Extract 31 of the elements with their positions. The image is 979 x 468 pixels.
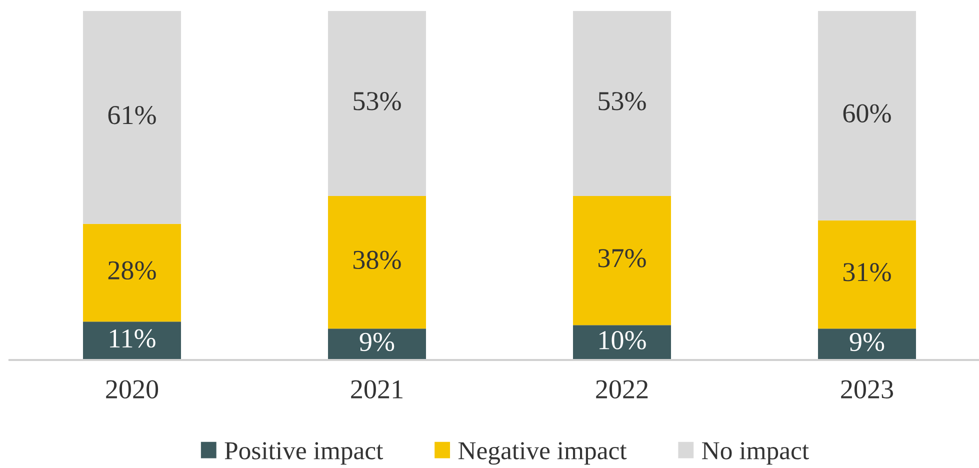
data-label: 60% [843,104,891,123]
bar [818,11,916,220]
legend-label: Positive impact [224,442,384,465]
bar [573,325,671,360]
data-label: 28% [108,261,156,280]
bar [83,322,181,360]
x-tick-label: 2021 [351,380,402,399]
x-tick-label: 2023 [841,380,894,399]
bar [83,11,181,224]
bar [328,11,426,196]
data-label: 10% [600,331,646,350]
data-label: 53% [354,92,401,110]
bar [83,224,181,322]
legend-label: No impact [702,442,809,465]
data-label: 37% [598,249,646,268]
data-label: 38% [353,250,401,270]
x-tick-label: 2022 [596,380,648,399]
data-label: 9% [850,332,884,352]
bar [573,11,671,196]
x-tick-label: 2020 [106,380,158,399]
bar [818,328,916,360]
data-label: 11% [110,329,156,348]
bar [573,196,671,326]
data-label: 61% [108,106,156,124]
data-label: 31% [843,262,891,282]
data-label: 9% [360,332,394,352]
bar [818,220,916,329]
data-label: 53% [598,92,646,110]
bar [328,328,426,360]
bar [328,196,426,329]
legend-label: Negative impact [458,442,627,465]
